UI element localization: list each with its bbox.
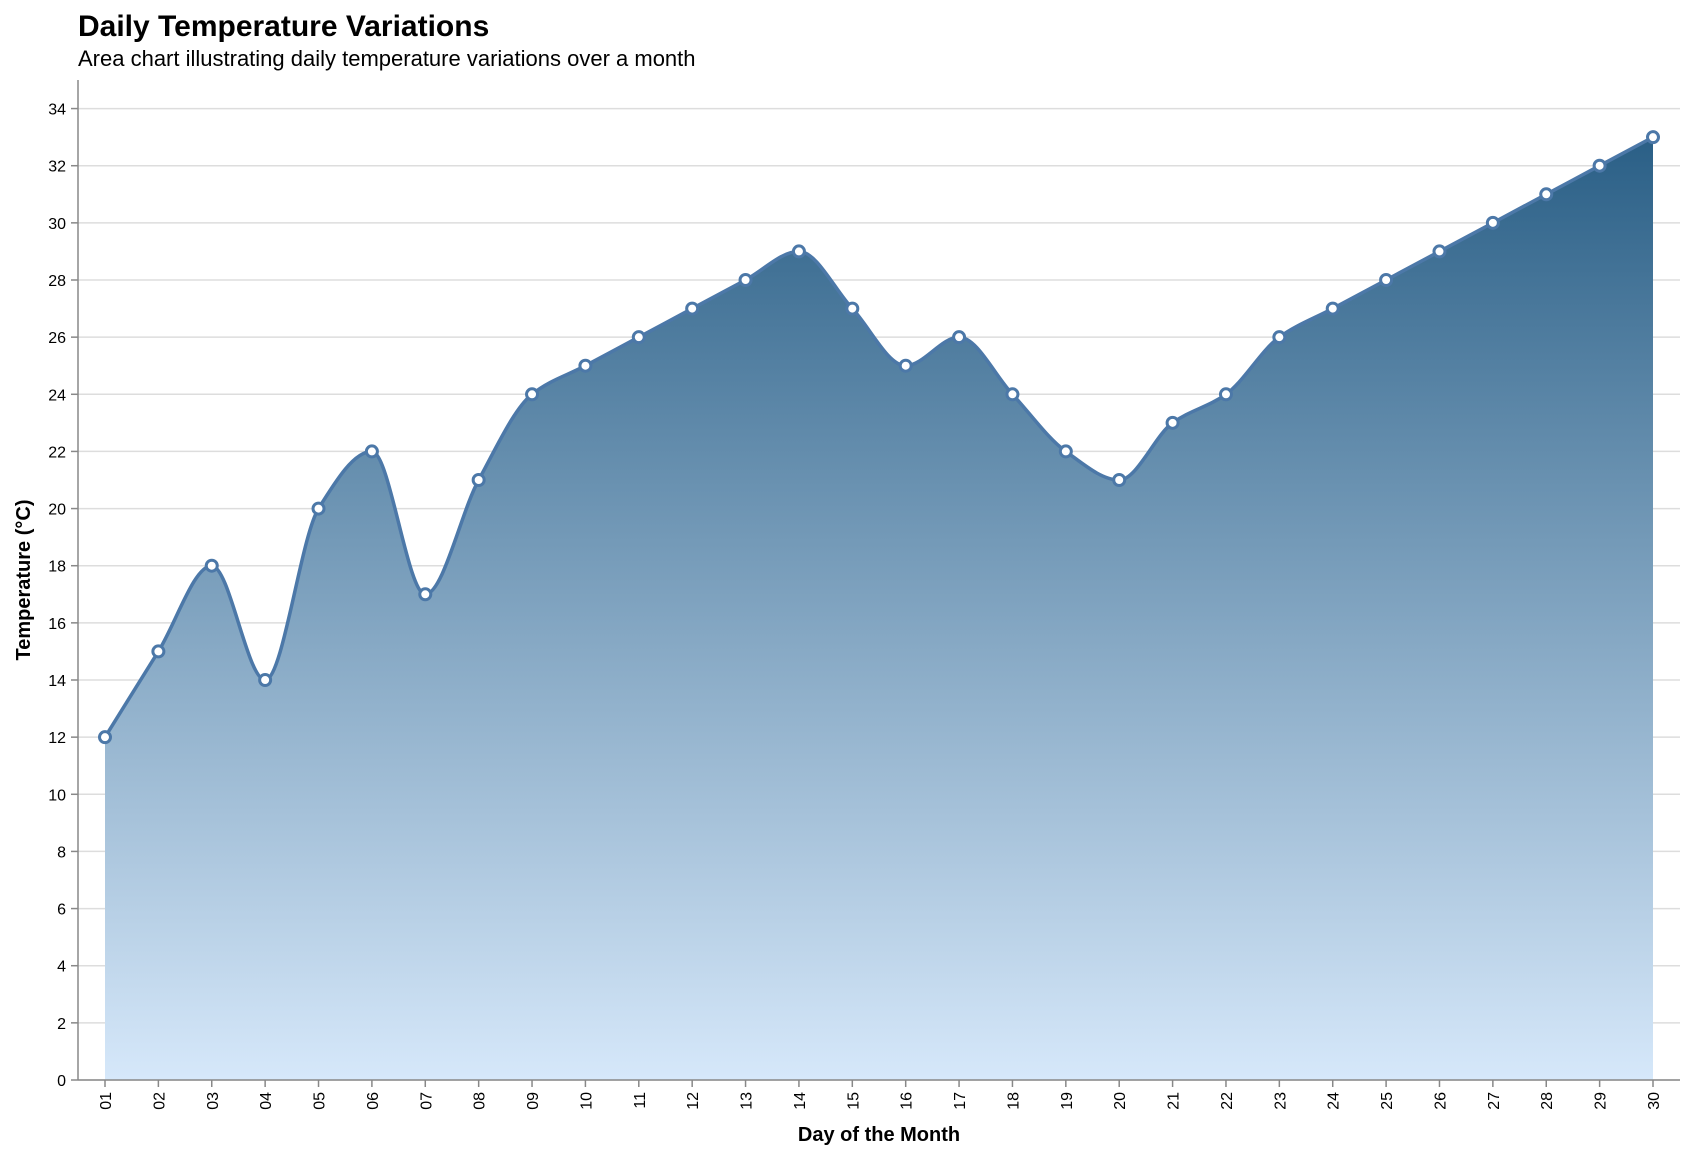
x-tick-label: 23 bbox=[1272, 1092, 1289, 1110]
y-tick-label: 30 bbox=[48, 216, 66, 233]
data-point bbox=[364, 444, 379, 459]
x-axis-ticks: 01 02 03 04 05 06 07 08 09 10 11 12 13 14 15 16 17 18 19 20… bbox=[98, 1080, 1663, 1110]
data-point bbox=[1379, 273, 1394, 287]
x-tick-label: 19 bbox=[1059, 1092, 1076, 1110]
data-point bbox=[1432, 244, 1447, 259]
y-tick-label: 26 bbox=[48, 330, 66, 347]
data-point bbox=[471, 473, 486, 487]
y-tick-label: 22 bbox=[48, 444, 66, 461]
data-point bbox=[1112, 473, 1127, 487]
x-tick-label: 28 bbox=[1539, 1092, 1556, 1110]
y-tick-label: 0 bbox=[57, 1073, 66, 1090]
x-tick-label: 25 bbox=[1379, 1092, 1396, 1110]
data-point bbox=[791, 244, 806, 259]
x-tick-label: 05 bbox=[312, 1092, 329, 1110]
data-point bbox=[204, 558, 219, 573]
data-point bbox=[578, 358, 593, 373]
x-tick-label: 21 bbox=[1166, 1092, 1183, 1110]
x-tick-label: 22 bbox=[1219, 1092, 1236, 1110]
x-tick-label: 17 bbox=[952, 1092, 969, 1110]
x-tick-label: 12 bbox=[685, 1092, 702, 1110]
x-tick-label: 07 bbox=[418, 1092, 435, 1110]
data-point bbox=[311, 501, 326, 516]
y-tick-label: 12 bbox=[48, 730, 66, 747]
temperature-area bbox=[105, 137, 1653, 1081]
y-tick-label: 34 bbox=[48, 102, 66, 119]
x-tick-label: 20 bbox=[1112, 1092, 1129, 1110]
x-tick-label: 13 bbox=[739, 1092, 756, 1110]
chart-subtitle: Area chart illustrating daily temperatur… bbox=[78, 46, 696, 71]
x-tick-label: 06 bbox=[365, 1092, 382, 1110]
x-tick-label: 11 bbox=[632, 1092, 649, 1109]
data-point bbox=[1485, 215, 1500, 230]
x-tick-label: 04 bbox=[258, 1092, 275, 1110]
y-tick-label: 16 bbox=[48, 616, 66, 633]
data-point bbox=[1325, 301, 1340, 316]
data-point bbox=[1592, 158, 1607, 173]
data-points bbox=[98, 130, 1660, 745]
x-tick-label: 01 bbox=[98, 1092, 115, 1110]
y-tick-label: 24 bbox=[48, 387, 66, 404]
area-layer bbox=[103, 135, 1654, 1081]
y-tick-label: 20 bbox=[48, 502, 66, 519]
data-point bbox=[898, 358, 913, 373]
x-tick-label: 03 bbox=[205, 1092, 222, 1110]
data-point bbox=[631, 330, 646, 345]
axes bbox=[77, 80, 1680, 1081]
y-tick-label: 28 bbox=[48, 273, 66, 290]
y-tick-label: 14 bbox=[48, 673, 66, 690]
y-tick-label: 10 bbox=[48, 787, 66, 804]
data-point bbox=[98, 730, 112, 745]
x-tick-label: 26 bbox=[1432, 1092, 1449, 1110]
x-tick-label: 27 bbox=[1486, 1092, 1503, 1110]
x-tick-label: 08 bbox=[472, 1092, 489, 1110]
data-point bbox=[1165, 415, 1180, 430]
x-tick-label: 24 bbox=[1326, 1092, 1343, 1110]
data-point bbox=[1058, 444, 1073, 459]
y-tick-label: 32 bbox=[48, 159, 66, 176]
x-tick-label: 16 bbox=[899, 1092, 916, 1110]
data-point bbox=[418, 587, 433, 602]
data-point bbox=[151, 644, 166, 659]
data-point bbox=[685, 301, 700, 316]
x-tick-label: 10 bbox=[578, 1092, 595, 1110]
x-axis-title: Day of the Month bbox=[798, 1124, 960, 1146]
x-tick-label: 29 bbox=[1593, 1092, 1610, 1110]
data-point bbox=[845, 301, 860, 316]
data-point bbox=[1005, 387, 1020, 402]
data-point bbox=[738, 273, 753, 287]
y-tick-label: 6 bbox=[57, 902, 66, 919]
x-tick-label: 14 bbox=[792, 1092, 809, 1110]
data-point bbox=[258, 673, 273, 687]
x-tick-label: 15 bbox=[845, 1092, 862, 1110]
data-point bbox=[1646, 130, 1660, 145]
x-tick-label: 30 bbox=[1646, 1092, 1663, 1110]
data-point bbox=[1539, 187, 1554, 202]
chart-title: Daily Temperature Variations bbox=[78, 10, 489, 43]
data-point bbox=[1218, 387, 1233, 402]
y-tick-label: 2 bbox=[57, 1016, 66, 1033]
y-tick-label: 18 bbox=[48, 559, 66, 576]
x-tick-label: 18 bbox=[1005, 1092, 1022, 1110]
y-tick-label: 4 bbox=[57, 959, 66, 976]
y-tick-label: 8 bbox=[57, 844, 66, 861]
y-axis-title: Temperature (°C) bbox=[13, 500, 35, 661]
x-tick-label: 02 bbox=[151, 1092, 168, 1110]
data-point bbox=[1272, 330, 1287, 345]
x-tick-label: 09 bbox=[525, 1092, 542, 1110]
data-point bbox=[525, 387, 540, 402]
data-point bbox=[952, 330, 967, 345]
